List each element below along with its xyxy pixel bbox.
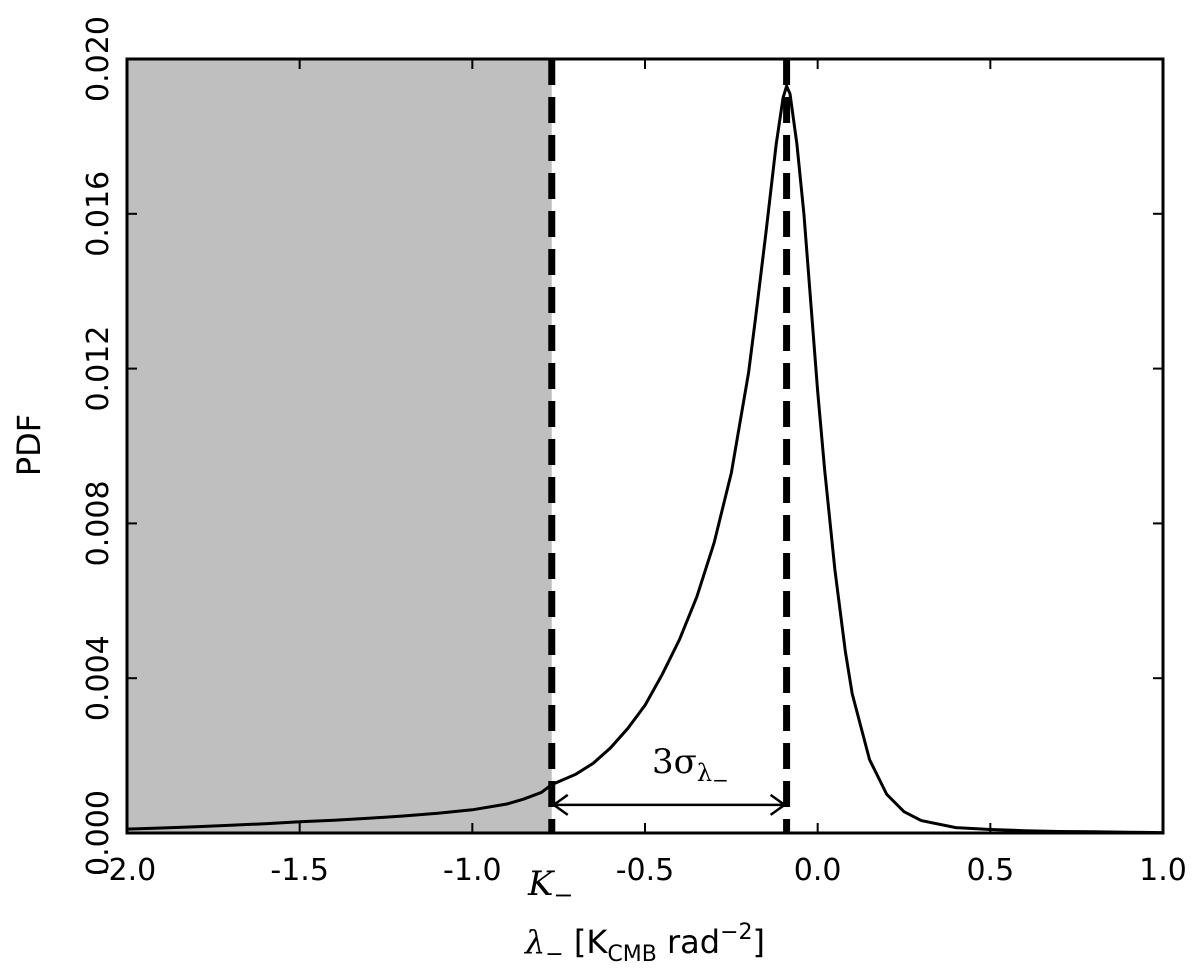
x-tick-label: -0.5 (616, 853, 675, 888)
pdf-curve (126, 81, 1164, 835)
sigma-arrow-head-left (551, 793, 569, 816)
x-tick-label: -1.0 (443, 853, 502, 888)
axis-ticks: -2.0 -1.5 -1.0 -0.5 0.0 0.5 1.0 0.000 0.004 0.008… (81, 16, 1187, 888)
x-tick-label: 1.0 (1139, 853, 1187, 888)
x-tick-label: 0.0 (794, 853, 842, 888)
y-tick-label: 0.008 (81, 480, 116, 566)
y-tick-label: 0.020 (81, 16, 116, 102)
y-tick-label: 0.012 (81, 326, 116, 412)
y-tick-label: 0.004 (81, 635, 116, 721)
y-tick-label: 0.000 (81, 790, 116, 876)
x-tick-label: -1.5 (270, 853, 329, 888)
k-minus-label: K− (527, 864, 574, 909)
y-tick-label: 0.016 (81, 171, 116, 257)
sigma-arrow-head-right (769, 793, 787, 816)
x-tick-label: -2.0 (98, 853, 157, 888)
x-axis-label: λ− [KCMB rad−2] (523, 920, 765, 967)
shaded-region (127, 59, 552, 833)
x-tick-label: 0.5 (966, 853, 1014, 888)
sigma-annotation: 3σλ− (652, 742, 729, 792)
y-axis-label: PDF (10, 414, 48, 476)
